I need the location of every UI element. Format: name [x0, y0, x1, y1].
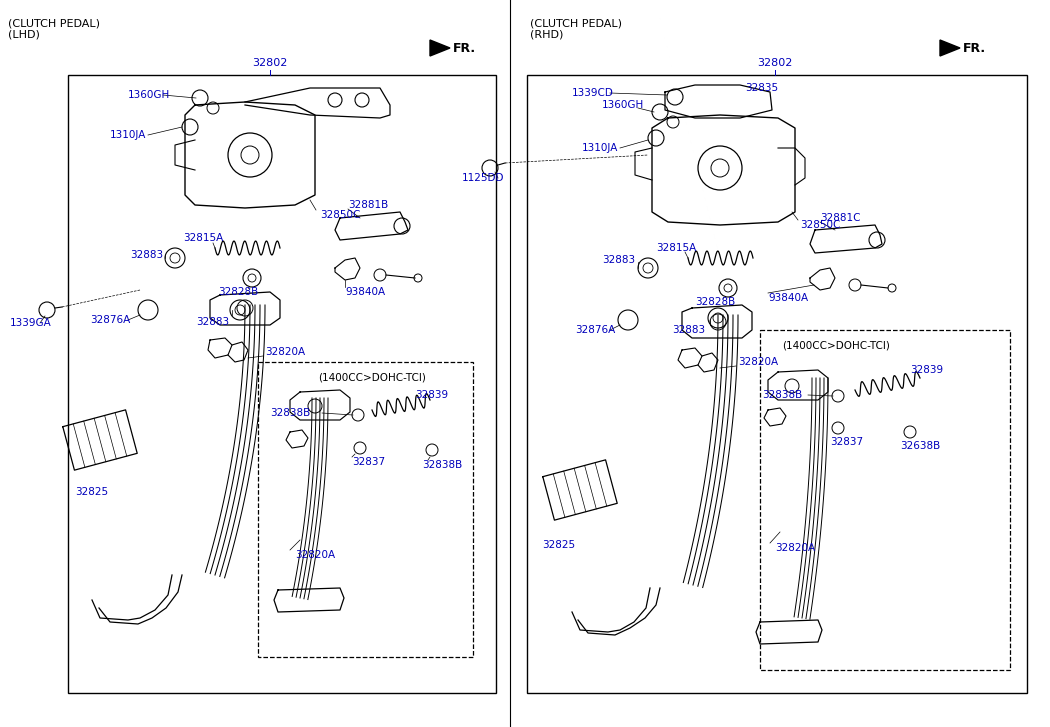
Text: 32839: 32839	[910, 365, 943, 375]
Bar	[68, 75, 496, 693]
Text: 32825: 32825	[75, 487, 108, 497]
Text: 32835: 32835	[746, 83, 778, 93]
Text: 1339GA: 1339GA	[10, 318, 51, 328]
Text: 32876A: 32876A	[90, 315, 130, 325]
Text: 32883: 32883	[672, 325, 706, 335]
Text: 1339CD: 1339CD	[572, 88, 614, 98]
Text: 1310JA: 1310JA	[582, 143, 618, 153]
Text: 32838B: 32838B	[422, 460, 462, 470]
Text: 1310JA: 1310JA	[110, 130, 146, 140]
Text: 32839: 32839	[415, 390, 448, 400]
Text: FR.: FR.	[453, 41, 476, 55]
Text: (CLUTCH PEDAL)
(LHD): (CLUTCH PEDAL) (LHD)	[8, 18, 100, 39]
Text: 32820A: 32820A	[295, 550, 335, 560]
Text: 1125DD: 1125DD	[462, 173, 504, 183]
Text: 32838B: 32838B	[762, 390, 802, 400]
Text: 32815A: 32815A	[183, 233, 224, 243]
Text: 93840A: 93840A	[768, 293, 808, 303]
Text: FR.: FR.	[963, 41, 986, 55]
Text: 32883: 32883	[130, 250, 163, 260]
Text: (1400CC>DOHC-TCI): (1400CC>DOHC-TCI)	[318, 372, 426, 382]
Text: 1360GH: 1360GH	[602, 100, 645, 110]
Text: 32802: 32802	[757, 58, 793, 68]
Text: (CLUTCH PEDAL)
(RHD): (CLUTCH PEDAL) (RHD)	[530, 18, 622, 39]
Text: 32881C: 32881C	[820, 213, 861, 223]
Text: 32802: 32802	[252, 58, 288, 68]
Text: 32850C: 32850C	[320, 210, 360, 220]
Text: 32828B: 32828B	[218, 287, 258, 297]
Text: 32838B: 32838B	[270, 408, 310, 418]
Text: 32850C: 32850C	[800, 220, 840, 230]
Text: 32876A: 32876A	[575, 325, 615, 335]
Text: 32881B: 32881B	[348, 200, 388, 210]
Text: 93840A: 93840A	[345, 287, 385, 297]
Text: 32638B: 32638B	[900, 441, 940, 451]
Text: 1360GH: 1360GH	[128, 90, 170, 100]
Text: 32820A: 32820A	[775, 543, 815, 553]
Polygon shape	[940, 40, 960, 56]
Bar	[760, 330, 1010, 670]
Text: 32837: 32837	[352, 457, 385, 467]
Text: 32820A: 32820A	[265, 347, 306, 357]
Text: 32825: 32825	[542, 540, 575, 550]
Text: 32828B: 32828B	[695, 297, 735, 307]
Text: 32815A: 32815A	[656, 243, 696, 253]
Polygon shape	[430, 40, 450, 56]
Bar	[258, 362, 472, 657]
Text: (1400CC>DOHC-TCI): (1400CC>DOHC-TCI)	[782, 340, 890, 350]
Text: 32837: 32837	[830, 437, 863, 447]
Text: 32883: 32883	[196, 317, 229, 327]
Bar	[527, 75, 1027, 693]
Text: 32820A: 32820A	[738, 357, 778, 367]
Text: 32883: 32883	[602, 255, 635, 265]
